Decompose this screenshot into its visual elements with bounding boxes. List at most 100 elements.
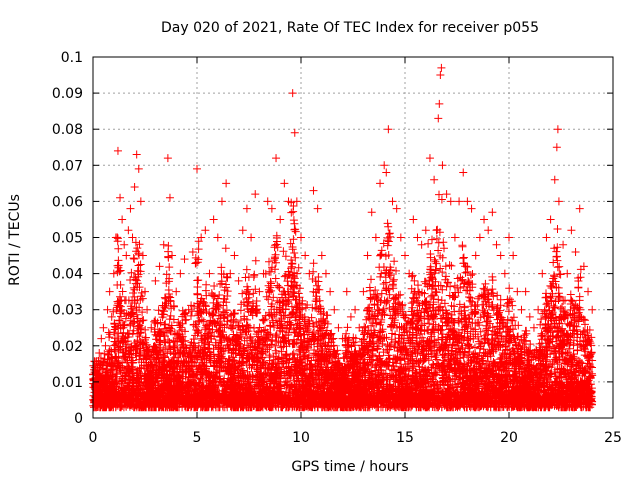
data-point <box>376 179 385 188</box>
x-tick-label: 20 <box>500 430 518 446</box>
data-point <box>334 323 343 332</box>
data-point <box>435 99 444 108</box>
data-point <box>305 269 314 278</box>
data-point <box>113 146 122 155</box>
data-point <box>180 255 189 264</box>
data-point <box>159 240 168 249</box>
dense-data-band <box>89 190 597 412</box>
data-point <box>553 125 562 134</box>
data-point <box>455 197 464 206</box>
data-point <box>290 128 299 137</box>
data-point <box>480 215 489 224</box>
data-point <box>222 179 231 188</box>
data-point <box>500 269 509 278</box>
data-point <box>168 251 177 260</box>
data-point <box>251 190 260 199</box>
data-point <box>176 269 185 278</box>
data-point <box>155 262 164 271</box>
data-point <box>552 143 561 152</box>
x-tick-label: 0 <box>89 430 98 446</box>
data-point <box>359 287 368 296</box>
data-point <box>554 197 563 206</box>
data-point <box>213 233 222 242</box>
data-point <box>234 276 243 285</box>
data-point <box>542 233 551 242</box>
data-point <box>103 305 112 314</box>
data-point <box>147 323 156 332</box>
data-point <box>163 154 172 163</box>
data-point <box>382 168 391 177</box>
data-point <box>193 164 201 173</box>
data-point <box>367 208 376 217</box>
data-point <box>559 240 568 249</box>
data-point <box>217 197 226 206</box>
data-point <box>571 247 580 256</box>
data-point <box>463 197 472 206</box>
data-point <box>247 233 256 242</box>
data-point <box>517 305 526 314</box>
data-point <box>371 233 380 242</box>
data-point <box>313 204 322 213</box>
data-point <box>384 125 393 134</box>
y-axis-ticks: 0 0.01 0.02 0.03 0.04 0.05 0.06 0.07 0.08 0.09 0.1 <box>52 50 613 427</box>
data-point <box>409 215 418 224</box>
data-point <box>525 312 534 321</box>
data-point <box>118 215 127 224</box>
data-point <box>330 305 339 314</box>
x-tick-label: 25 <box>604 430 622 446</box>
data-point <box>488 208 497 217</box>
data-point <box>138 251 147 260</box>
data-point <box>321 269 330 278</box>
data-point <box>309 186 318 195</box>
data-point <box>467 204 476 213</box>
y-tick-label: 0.08 <box>52 122 83 138</box>
data-point <box>317 251 326 260</box>
y-tick-label: 0.03 <box>52 303 83 319</box>
y-tick-label: 0.05 <box>52 231 83 247</box>
data-point <box>276 215 285 224</box>
data-point <box>132 150 141 159</box>
data-point <box>201 226 210 235</box>
data-point <box>392 204 401 213</box>
data-point <box>292 197 301 206</box>
data-point <box>143 305 152 314</box>
y-tick-label: 0.01 <box>52 375 83 391</box>
data-point <box>209 215 218 224</box>
data-point <box>205 269 214 278</box>
data-point <box>301 251 310 260</box>
data-point <box>230 251 239 260</box>
data-point <box>534 305 543 314</box>
data-point <box>238 226 247 235</box>
data-point <box>567 226 576 235</box>
y-axis-label: ROTI / TECUs <box>7 194 23 286</box>
data-point <box>413 233 422 242</box>
data-point <box>471 251 480 260</box>
data-point <box>442 190 451 199</box>
data-point <box>267 204 276 213</box>
data-point <box>584 287 593 296</box>
data-point <box>438 161 447 170</box>
data-point <box>95 349 104 358</box>
data-point <box>99 323 108 332</box>
y-tick-label: 0.04 <box>52 267 83 283</box>
data-point <box>496 251 505 260</box>
data-point <box>288 89 297 98</box>
y-tick-label: 0.06 <box>52 194 83 210</box>
data-point <box>401 251 409 260</box>
data-point <box>450 233 459 242</box>
y-tick-label: 0.07 <box>52 158 83 174</box>
data-point <box>363 251 372 260</box>
data-point <box>101 341 110 350</box>
data-point <box>188 247 197 256</box>
data-point <box>151 276 160 285</box>
y-tick-label: 0.09 <box>52 86 83 102</box>
data-point <box>342 287 351 296</box>
data-point <box>529 323 538 332</box>
data-point <box>120 240 129 249</box>
data-point <box>421 226 430 235</box>
data-point <box>492 240 501 249</box>
data-point <box>97 334 106 343</box>
data-point <box>425 154 434 163</box>
data-point <box>417 240 426 249</box>
